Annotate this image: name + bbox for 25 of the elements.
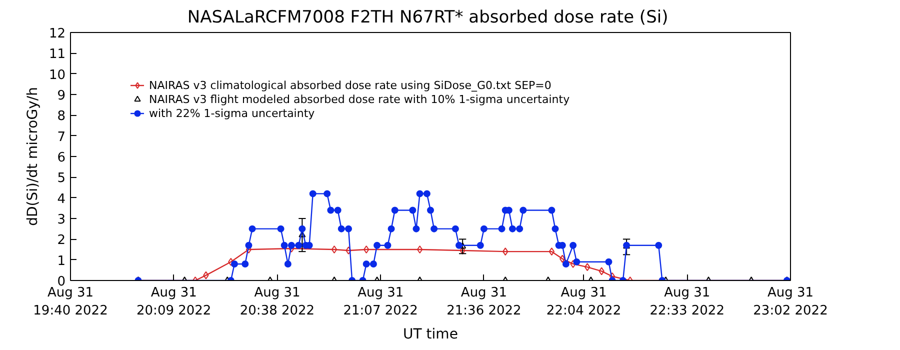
y-tick-label: 1: [57, 254, 66, 269]
x-tick-label: Aug 31 21:36 2022: [446, 286, 522, 318]
x-tick-label: Aug 31 22:04 2022: [546, 286, 622, 318]
y-tick-label: 12: [48, 26, 66, 42]
y-tick-label: 8: [57, 109, 66, 124]
y-tick-label: 9: [57, 88, 66, 104]
x-tick-label: Aug 31 20:09 2022: [136, 286, 212, 318]
y-tick-label: 11: [48, 47, 66, 62]
y-axis-title: dD(Si)/dt microGy/h: [24, 87, 41, 226]
legend-label: with 22% 1-sigma uncertainty: [149, 106, 315, 120]
legend-label: NAIRAS v3 flight modeled absorbed dose rate with 10% 1-sigma uncertainty: [149, 92, 570, 106]
y-tick-label: 10: [48, 68, 66, 83]
x-tick-label: Aug 31 20:38 2022: [240, 286, 315, 318]
x-tick-label: Aug 31 23:02 2022: [753, 286, 828, 318]
legend-label: NAIRAS v3 climatological absorbed dose rate using SiDose_G0.txt SEP=0: [149, 78, 552, 92]
chart-title: NASALaRCFM7008 F2TH N67RT* absorbed dose rate (Si): [187, 8, 668, 28]
y-tick-label: 5: [57, 171, 66, 186]
x-tick-label: Aug 31 22:33 2022: [650, 286, 724, 318]
y-tick-label: 6: [57, 150, 66, 166]
x-axis-title: UT time: [403, 326, 458, 342]
y-tick-label: 4: [57, 192, 66, 207]
x-tick-label: Aug 31 21:07 2022: [343, 286, 418, 318]
y-tick-label: 7: [57, 130, 66, 145]
y-tick-label: 2: [57, 233, 66, 248]
y-tick-label: 3: [57, 212, 66, 228]
